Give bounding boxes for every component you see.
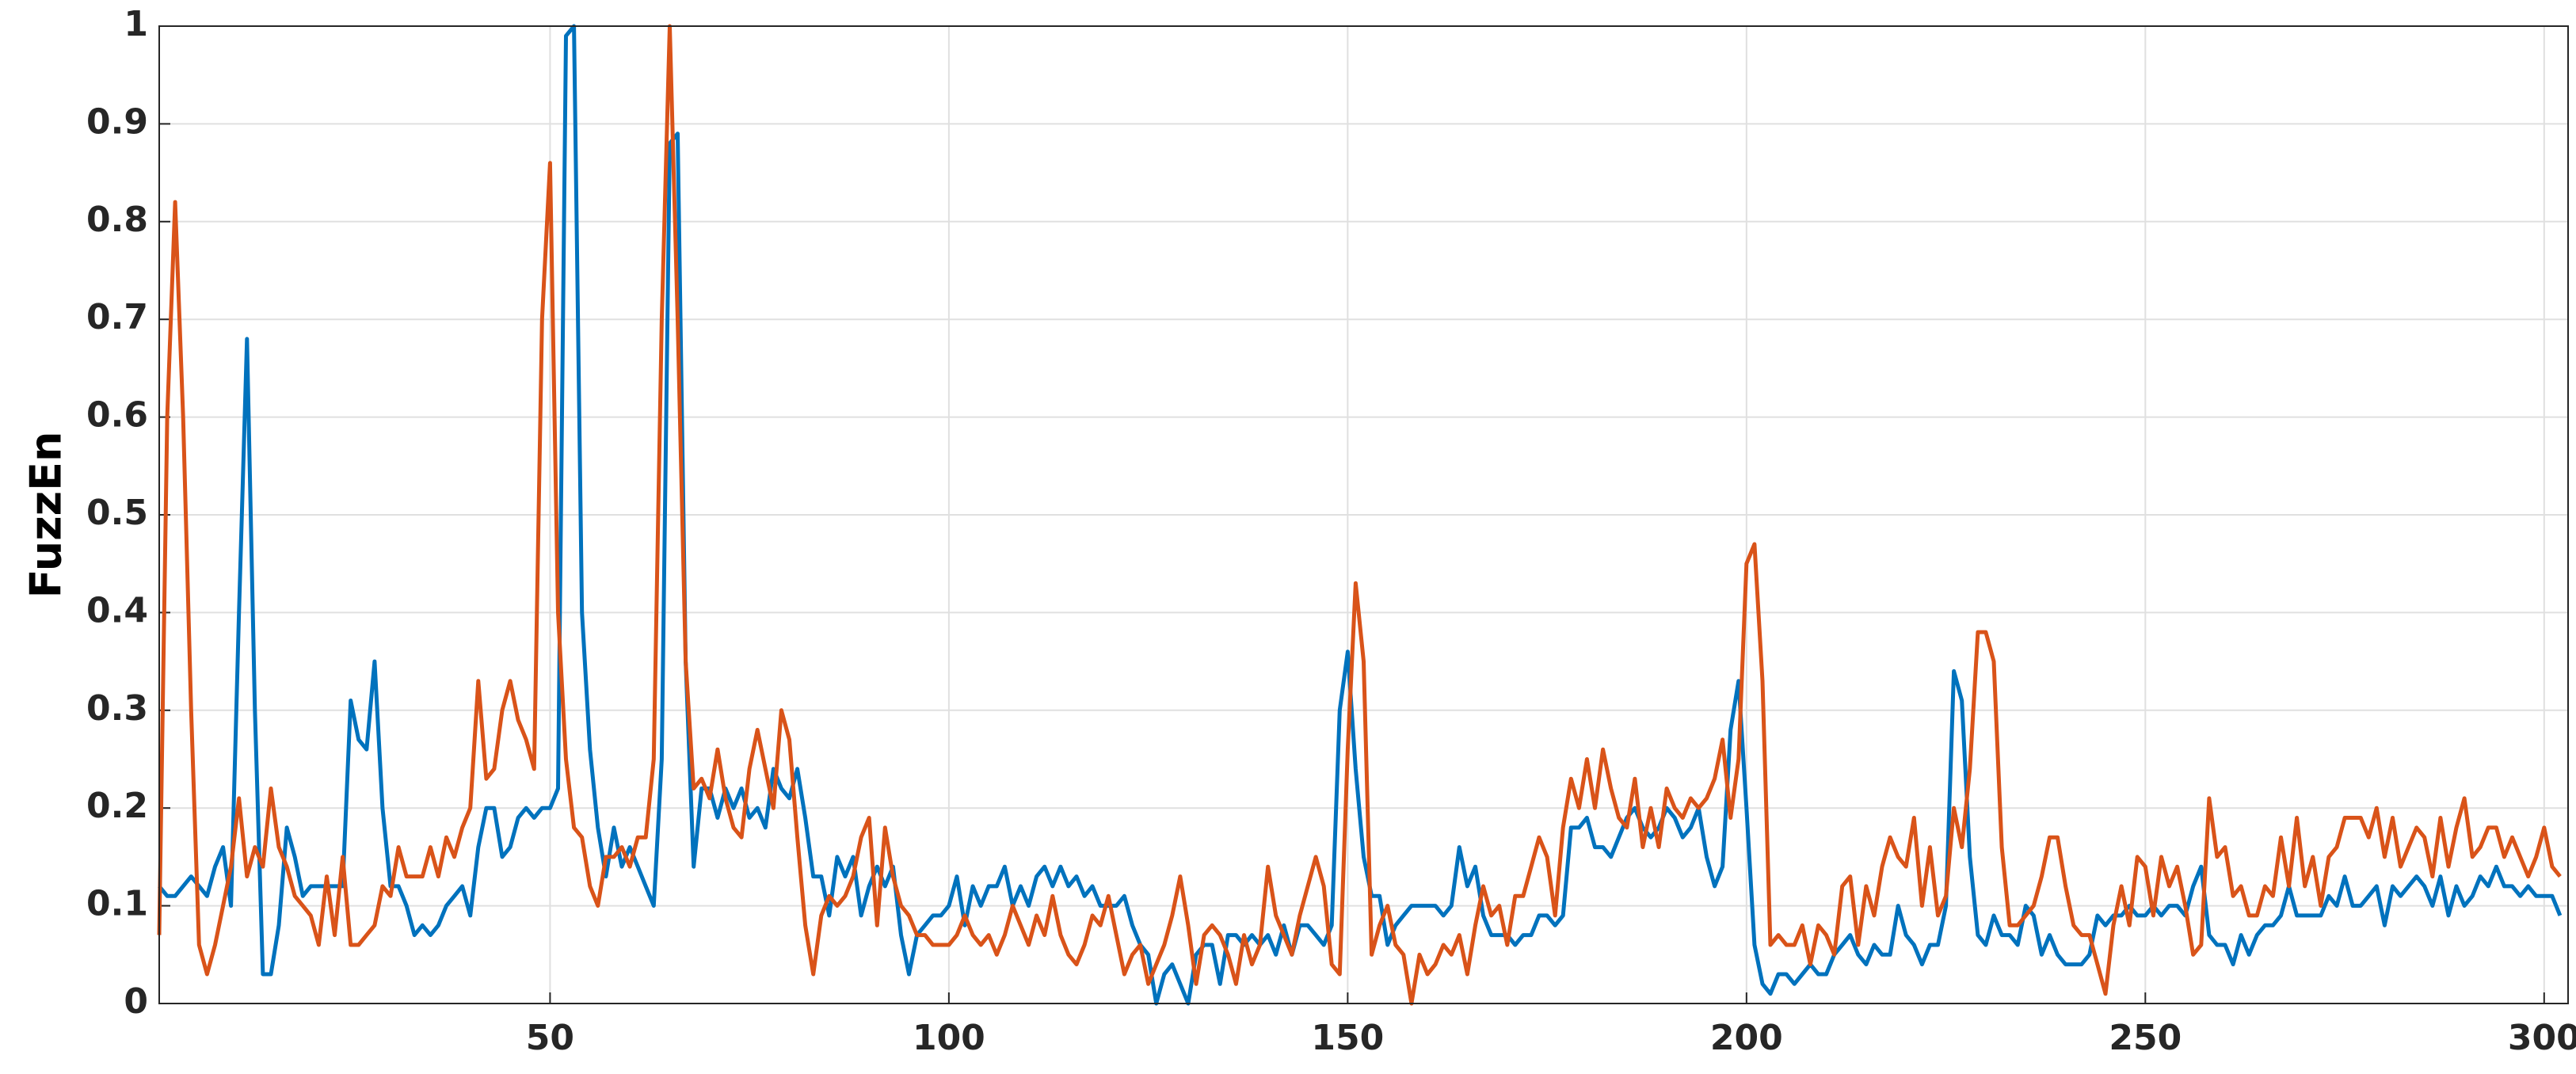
x-tick-label: 50 [526,1018,574,1058]
y-tick-label: 0.2 [86,786,148,826]
plot-frame [158,25,2569,1004]
y-tick-label: 0.9 [86,101,148,142]
y-tick-label: 0 [124,981,148,1022]
x-tick-label: 300 [2508,1018,2576,1058]
y-axis-label: FuzzEn [21,432,71,599]
y-tick-label: 0.7 [86,297,148,337]
y-tick-label: 0.8 [86,200,148,240]
y-tick-label: 0.5 [86,493,148,533]
y-tick-label: 0.1 [86,884,148,924]
y-tick-label: 0.3 [86,688,148,729]
x-tick-label: 100 [913,1018,985,1058]
y-tick-label: 0.4 [86,590,148,630]
y-tick-label: 0.6 [86,395,148,436]
y-tick-label: 1 [124,4,148,44]
x-tick-label: 150 [1311,1018,1384,1058]
x-tick-label: 250 [2109,1018,2182,1058]
x-tick-label: 200 [1710,1018,1783,1058]
data-line [157,24,2562,1006]
